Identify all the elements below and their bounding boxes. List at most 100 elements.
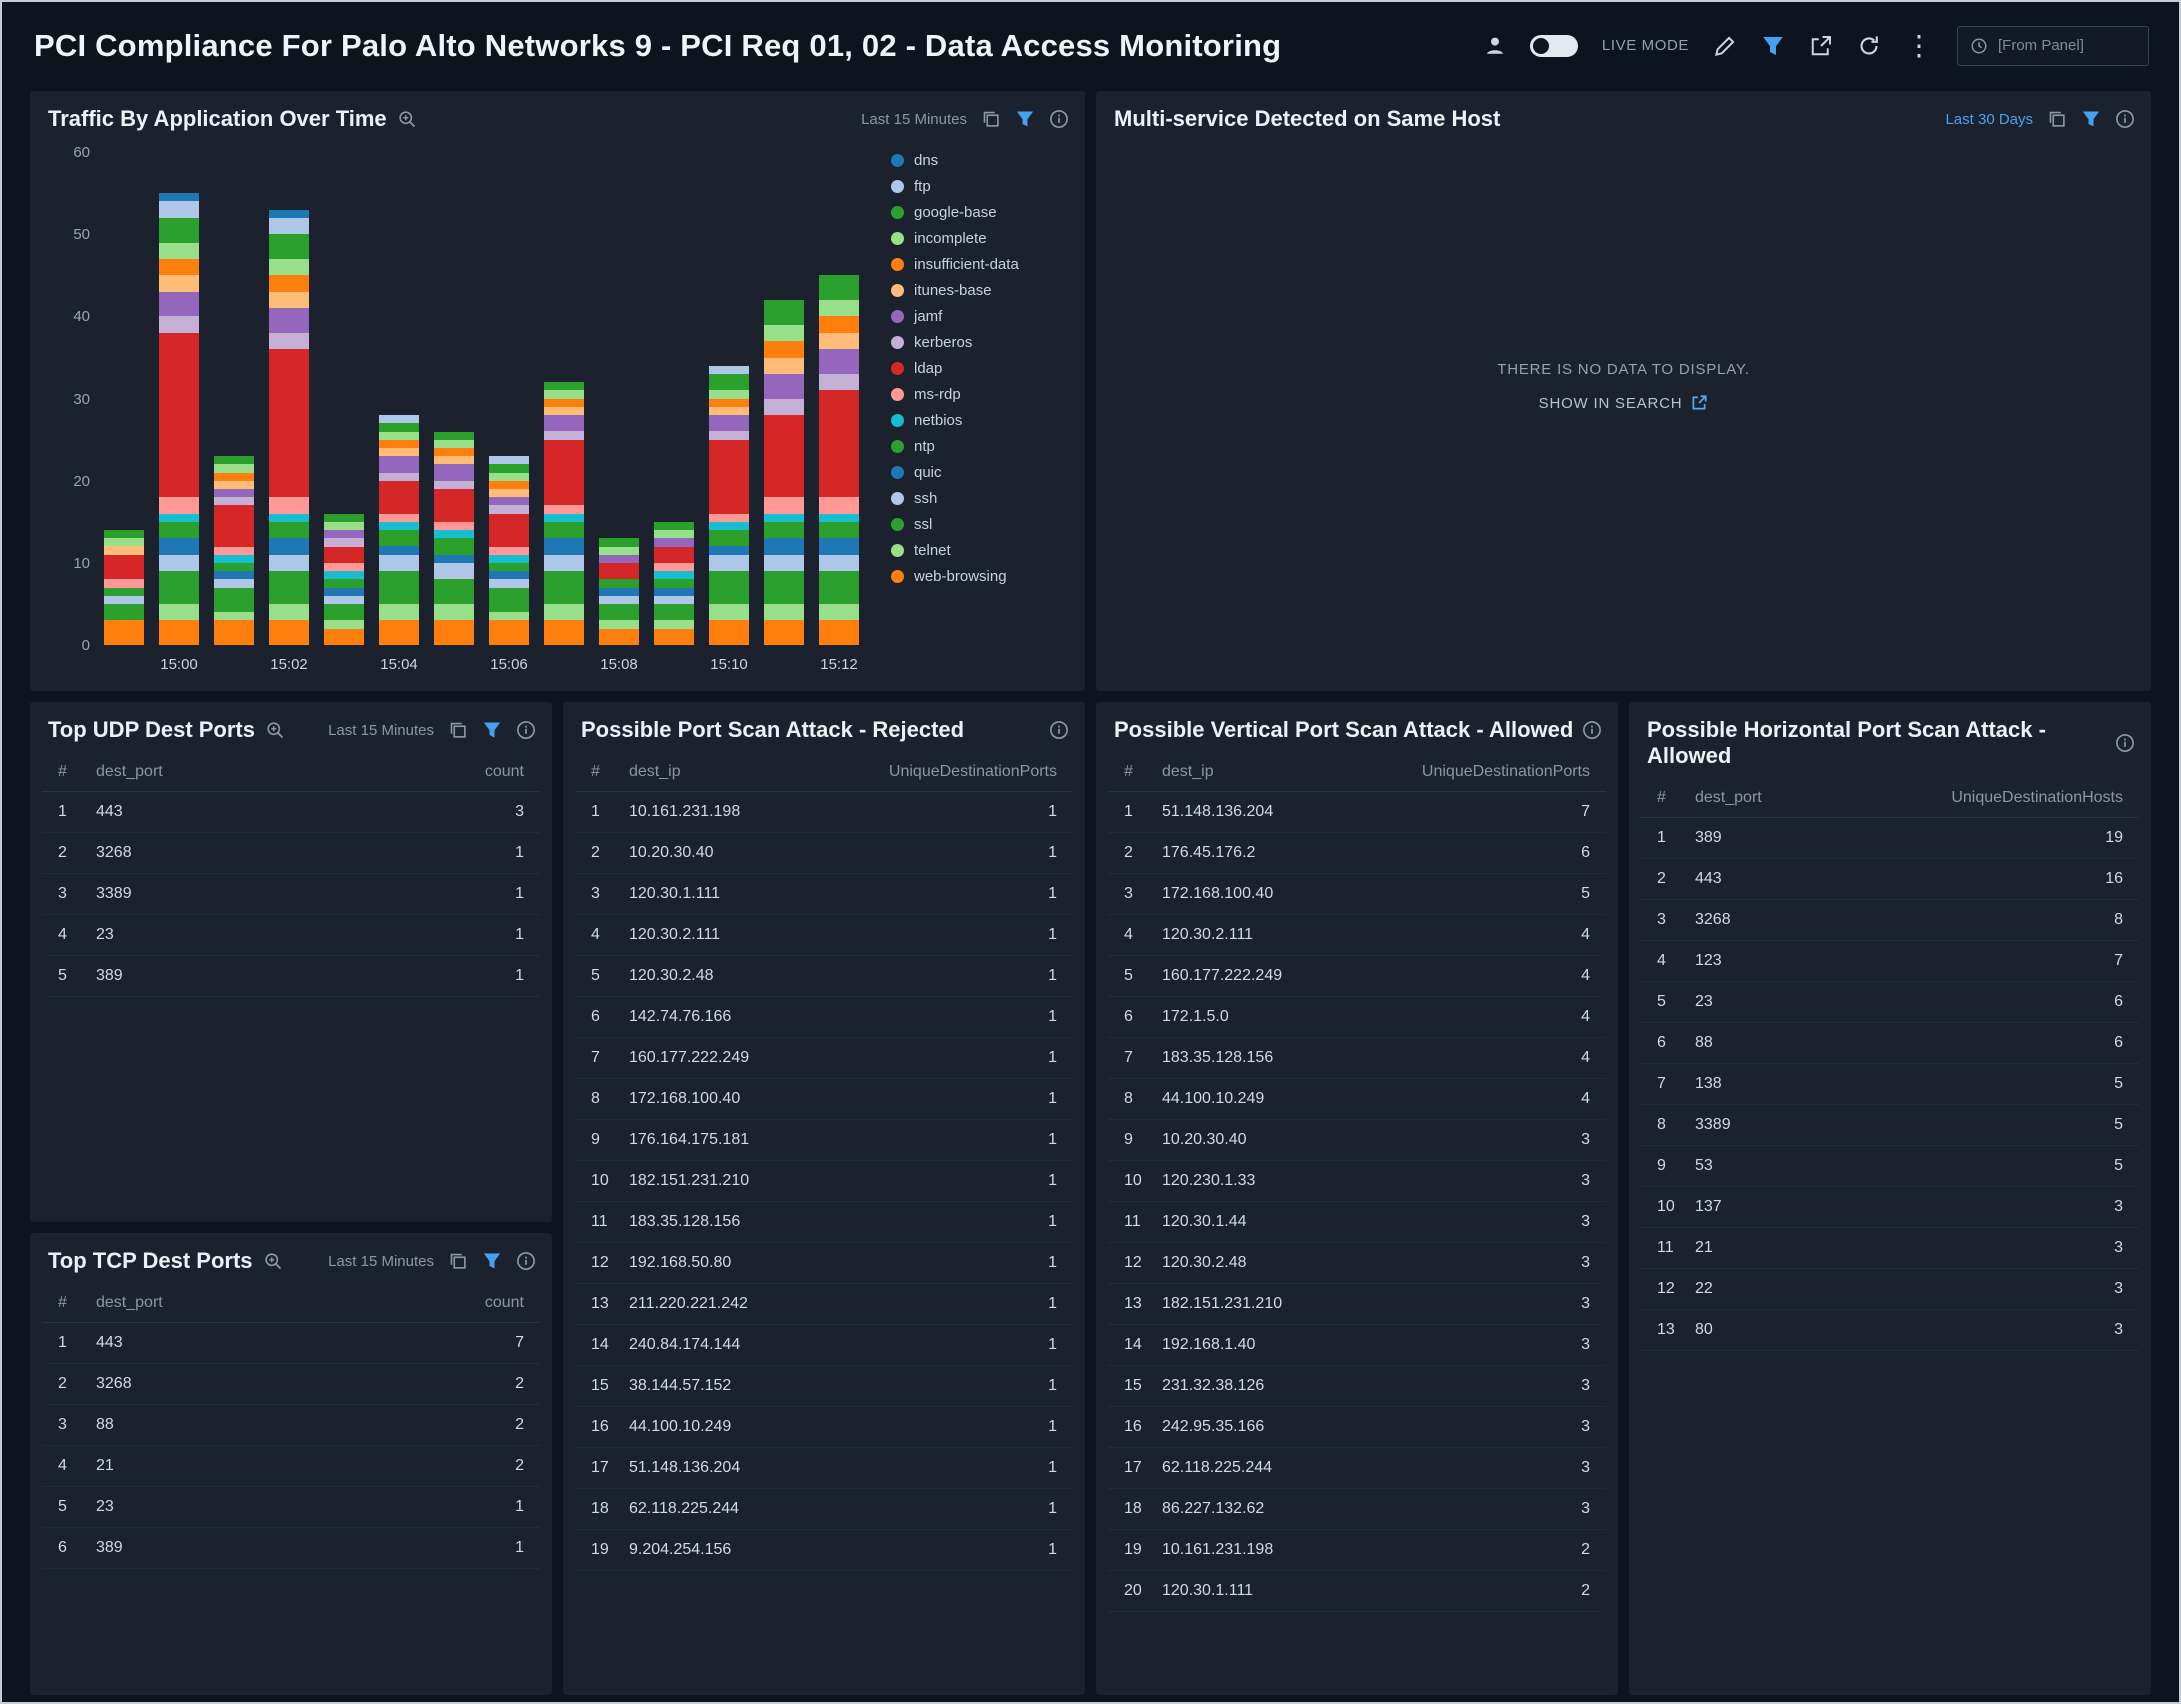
bar-segment-ftp[interactable] xyxy=(159,201,199,218)
legend-item-ftp[interactable]: ftp xyxy=(891,178,1073,195)
bar-segment-ldap[interactable] xyxy=(324,546,364,563)
bar-segment-netbios[interactable] xyxy=(214,554,254,563)
bar-segment-itunes-base[interactable] xyxy=(819,332,859,350)
bar-segment-netbios[interactable] xyxy=(489,554,529,563)
bar-segment-ssl[interactable] xyxy=(379,571,419,604)
bar-segment-ms-rdp[interactable] xyxy=(544,505,584,514)
bar-segment-telnet[interactable] xyxy=(599,620,639,629)
column-header[interactable]: # xyxy=(1108,753,1154,792)
bar-segment-netbios[interactable] xyxy=(819,513,859,522)
info-icon[interactable] xyxy=(1049,109,1069,129)
filter-icon[interactable] xyxy=(482,1251,502,1271)
bar-segment-insufficient-data[interactable] xyxy=(434,447,474,457)
bar-segment-ssl[interactable] xyxy=(599,603,639,621)
bar-segment-ssh[interactable] xyxy=(269,554,309,572)
bar-segment-incomplete[interactable] xyxy=(819,300,859,317)
legend-item-incomplete[interactable]: incomplete xyxy=(891,230,1073,247)
bar-segment-kerberos[interactable] xyxy=(379,472,419,481)
stacked-bar-15:12[interactable]: 15:12 xyxy=(819,275,859,673)
stacked-bar-15:02[interactable]: 15:02 xyxy=(269,209,309,673)
bar-segment-itunes-base[interactable] xyxy=(764,357,804,374)
bar-segment-insufficient-data[interactable] xyxy=(544,398,584,407)
time-range-input[interactable]: [From Panel] xyxy=(1957,25,2149,66)
column-header[interactable]: # xyxy=(575,753,621,792)
bar-segment-kerberos[interactable] xyxy=(709,431,749,440)
bar-segment-google-base[interactable] xyxy=(104,530,144,539)
bar-segment-incomplete[interactable] xyxy=(379,431,419,440)
info-icon[interactable] xyxy=(2115,733,2135,753)
bar-segment-google-base[interactable] xyxy=(764,300,804,325)
bar-segment-quic[interactable] xyxy=(544,538,584,555)
live-mode-toggle[interactable] xyxy=(1529,34,1578,57)
bar-segment-ms-rdp[interactable] xyxy=(709,513,749,522)
bar-segment-netbios[interactable] xyxy=(654,571,694,580)
legend-item-google-base[interactable]: google-base xyxy=(891,204,1073,221)
bar-segment-ssh[interactable] xyxy=(324,595,364,604)
bar-segment-kerberos[interactable] xyxy=(214,497,254,506)
bar-segment-netbios[interactable] xyxy=(434,530,474,539)
column-header[interactable]: UniqueDestinationPorts xyxy=(808,753,1073,792)
bar-segment-web-browsing[interactable] xyxy=(764,620,804,645)
bar-segment-insufficient-data[interactable] xyxy=(819,316,859,333)
bar-segment-ssh[interactable] xyxy=(764,554,804,572)
bar-segment-web-browsing[interactable] xyxy=(709,620,749,645)
legend-item-ntp[interactable]: ntp xyxy=(891,438,1073,455)
bar-segment-incomplete[interactable] xyxy=(269,258,309,276)
bar-segment-quic[interactable] xyxy=(654,587,694,596)
stacked-bar-15:09[interactable] xyxy=(654,521,694,645)
bar-segment-ms-rdp[interactable] xyxy=(434,521,474,531)
zoom-icon[interactable] xyxy=(397,109,417,129)
bar-segment-incomplete[interactable] xyxy=(709,390,749,399)
bar-segment-kerberos[interactable] xyxy=(544,431,584,440)
copy-icon[interactable] xyxy=(448,1251,468,1271)
bar-segment-telnet[interactable] xyxy=(269,603,309,621)
bar-segment-telnet[interactable] xyxy=(379,603,419,621)
info-icon[interactable] xyxy=(1582,720,1602,740)
stacked-bar-15:04[interactable]: 15:04 xyxy=(379,415,419,673)
bar-segment-web-browsing[interactable] xyxy=(654,628,694,645)
stacked-bar-15:06[interactable]: 15:06 xyxy=(489,456,529,673)
zoom-icon[interactable] xyxy=(265,720,285,740)
bar-segment-ntp[interactable] xyxy=(764,521,804,539)
bar-segment-web-browsing[interactable] xyxy=(544,620,584,645)
bar-segment-quic[interactable] xyxy=(434,554,474,563)
stacked-bar-15:01[interactable] xyxy=(214,456,254,645)
bar-segment-kerberos[interactable] xyxy=(489,505,529,514)
legend-item-telnet[interactable]: telnet xyxy=(891,542,1073,559)
bar-segment-ssl[interactable] xyxy=(434,579,474,604)
column-header[interactable]: # xyxy=(1641,779,1687,818)
legend-item-kerberos[interactable]: kerberos xyxy=(891,334,1073,351)
bar-segment-ssh[interactable] xyxy=(489,579,529,588)
column-header[interactable]: dest_port xyxy=(1687,779,1822,818)
filter-icon[interactable] xyxy=(1761,34,1785,58)
copy-icon[interactable] xyxy=(448,720,468,740)
bar-segment-jamf[interactable] xyxy=(269,308,309,333)
bar-segment-ntp[interactable] xyxy=(489,562,529,572)
share-icon[interactable] xyxy=(1809,34,1833,58)
legend-item-quic[interactable]: quic xyxy=(891,464,1073,481)
refresh-icon[interactable] xyxy=(1857,34,1881,58)
filter-icon[interactable] xyxy=(2081,109,2101,129)
bar-segment-ldap[interactable] xyxy=(489,513,529,547)
bar-segment-netbios[interactable] xyxy=(379,521,419,531)
bar-segment-web-browsing[interactable] xyxy=(324,628,364,645)
bar-segment-jamf[interactable] xyxy=(819,349,859,374)
column-header[interactable]: dest_ip xyxy=(1154,753,1342,792)
bar-segment-insufficient-data[interactable] xyxy=(709,398,749,407)
bar-segment-incomplete[interactable] xyxy=(324,521,364,531)
bar-segment-ldap[interactable] xyxy=(709,439,749,514)
bar-segment-ldap[interactable] xyxy=(764,415,804,498)
bar-segment-ssl[interactable] xyxy=(544,571,584,604)
bar-segment-itunes-base[interactable] xyxy=(269,291,309,309)
bar-segment-itunes-base[interactable] xyxy=(544,406,584,416)
bar-segment-incomplete[interactable] xyxy=(434,439,474,448)
bar-segment-netbios[interactable] xyxy=(764,513,804,522)
bar-segment-itunes-base[interactable] xyxy=(489,489,529,498)
bar-segment-ftp[interactable] xyxy=(709,365,749,375)
bar-segment-ssl[interactable] xyxy=(489,587,529,613)
legend-item-itunes-base[interactable]: itunes-base xyxy=(891,282,1073,299)
bar-segment-jamf[interactable] xyxy=(159,291,199,317)
column-header[interactable]: dest_port xyxy=(88,753,345,792)
bar-segment-incomplete[interactable] xyxy=(159,242,199,259)
bar-segment-jamf[interactable] xyxy=(709,415,749,432)
